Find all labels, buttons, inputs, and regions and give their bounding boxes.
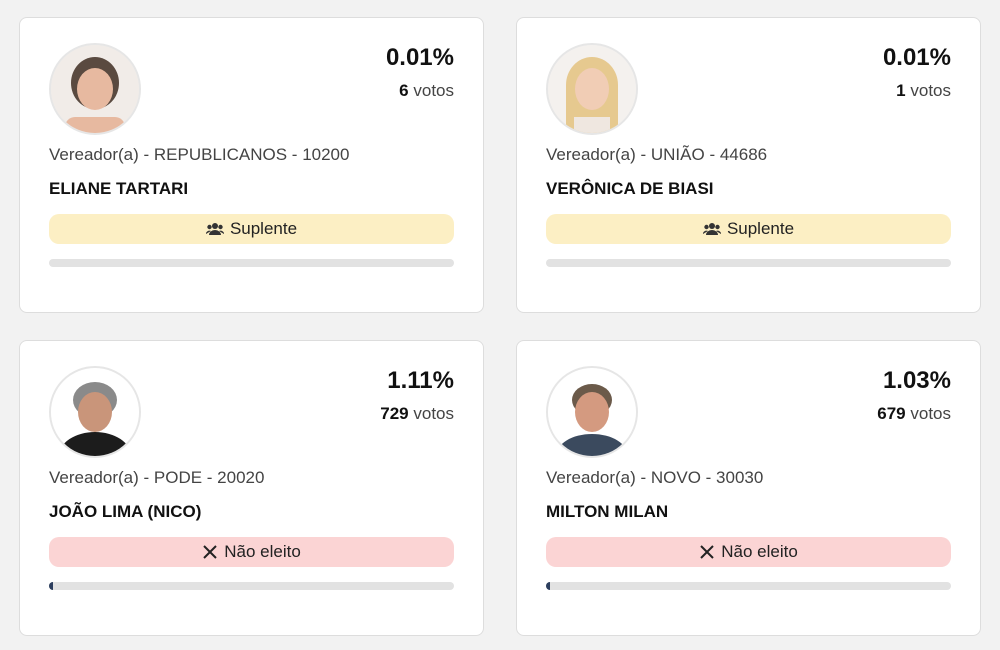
candidate-card[interactable]: 0.01% 1 votos Vereador(a) - UNIÃO - 4468… — [516, 17, 981, 313]
candidate-name: VERÔNICA DE BIASI — [546, 179, 714, 198]
votes: 729 votos — [380, 404, 454, 424]
avatar — [546, 366, 638, 458]
candidate-name: JOÃO LIMA (NICO) — [49, 502, 202, 521]
x-icon — [203, 545, 217, 559]
votes-unit: votos — [910, 81, 951, 100]
votes: 1 votos — [896, 81, 951, 101]
role: Vereador(a) - REPUBLICANOS - 10200 — [49, 145, 350, 164]
vote-count: 6 — [399, 81, 409, 100]
avatar — [546, 43, 638, 135]
votes: 679 votos — [877, 404, 951, 424]
role: Vereador(a) - UNIÃO - 44686 — [546, 145, 768, 164]
progress-track — [49, 259, 454, 267]
status: Não eleito — [224, 542, 301, 561]
candidate-name: ELIANE TARTARI — [49, 179, 189, 198]
status-badge: Suplente — [49, 214, 454, 244]
candidate-name: MILTON MILAN — [546, 502, 669, 521]
vote-count: 679 — [877, 404, 906, 423]
votes-unit: votos — [413, 81, 454, 100]
candidate-card[interactable]: 1.11% 729 votos Vereador(a) - PODE - 200… — [19, 340, 484, 636]
status: Suplente — [229, 219, 298, 238]
group-icon — [702, 223, 721, 235]
vote-count: 1 — [896, 81, 906, 100]
avatar — [49, 366, 141, 458]
votes-unit: votos — [910, 404, 951, 423]
progress-track — [546, 259, 951, 267]
percent: 0.01% — [882, 44, 951, 71]
progress-bar — [49, 582, 54, 590]
status-badge: Não eleito — [49, 537, 454, 567]
status-badge: Suplente — [546, 214, 951, 244]
vote-count: 729 — [380, 404, 409, 423]
status: Não eleito — [721, 542, 798, 561]
x-icon — [700, 545, 714, 559]
progress-track — [49, 582, 454, 590]
percent: 1.03% — [882, 367, 951, 394]
candidate-card[interactable]: 0.01% 6 votos Vereador(a) - REPUBLICANOS… — [19, 17, 484, 313]
status: Suplente — [726, 219, 795, 238]
group-icon — [205, 223, 224, 235]
avatar — [49, 43, 141, 135]
votes: 6 votos — [399, 81, 454, 101]
progress-track — [546, 582, 951, 590]
role: Vereador(a) - NOVO - 30030 — [546, 468, 764, 487]
candidate-card[interactable]: 1.03% 679 votos Vereador(a) - NOVO - 300… — [516, 340, 981, 636]
percent: 1.11% — [387, 367, 454, 394]
percent: 0.01% — [385, 44, 454, 71]
progress-bar — [546, 582, 551, 590]
status-badge: Não eleito — [546, 537, 951, 567]
role: Vereador(a) - PODE - 20020 — [49, 468, 265, 487]
votes-unit: votos — [413, 404, 454, 423]
